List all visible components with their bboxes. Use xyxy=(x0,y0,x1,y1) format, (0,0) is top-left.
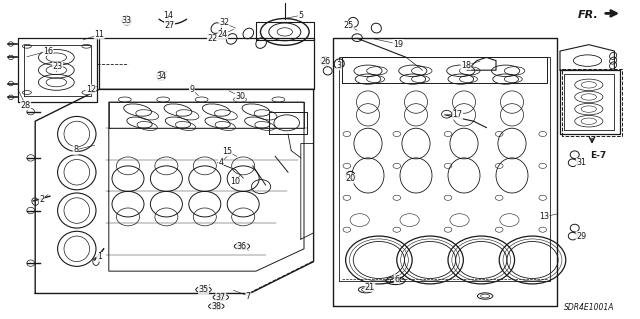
Text: 25: 25 xyxy=(344,21,354,30)
Text: 30: 30 xyxy=(235,92,245,101)
Text: 21: 21 xyxy=(365,283,375,292)
Text: 22: 22 xyxy=(207,34,218,43)
Text: 34: 34 xyxy=(156,72,166,81)
Text: 8: 8 xyxy=(73,145,78,154)
Text: 37: 37 xyxy=(216,293,226,302)
Text: 18: 18 xyxy=(461,61,471,70)
Text: 11: 11 xyxy=(94,30,104,39)
Text: 14: 14 xyxy=(163,11,173,20)
Text: FR.: FR. xyxy=(578,10,598,20)
Text: 32: 32 xyxy=(219,19,229,27)
Text: 12: 12 xyxy=(86,85,96,94)
Text: 13: 13 xyxy=(539,212,549,221)
Text: 28: 28 xyxy=(20,101,31,110)
Text: 10: 10 xyxy=(230,177,241,186)
Text: 20: 20 xyxy=(346,174,356,183)
Text: 31: 31 xyxy=(576,158,586,167)
Text: 24: 24 xyxy=(218,30,228,39)
Text: SDR4E1001A: SDR4E1001A xyxy=(564,303,614,312)
Text: 35: 35 xyxy=(198,285,209,294)
Text: 5: 5 xyxy=(298,11,303,20)
Text: 1: 1 xyxy=(97,252,102,261)
Text: 27: 27 xyxy=(164,21,175,30)
Text: 7: 7 xyxy=(246,292,251,300)
Text: 29: 29 xyxy=(576,232,586,241)
Text: 16: 16 xyxy=(43,47,53,56)
Text: 15: 15 xyxy=(222,147,232,156)
Text: 33: 33 xyxy=(122,16,132,25)
Text: 3: 3 xyxy=(337,61,342,70)
Text: 38: 38 xyxy=(211,302,221,311)
Text: E-7: E-7 xyxy=(590,151,607,160)
Text: 26: 26 xyxy=(320,57,330,66)
Text: 17: 17 xyxy=(452,110,463,119)
Text: 23: 23 xyxy=(52,62,63,71)
Text: 4: 4 xyxy=(218,158,223,167)
Text: 36: 36 xyxy=(237,242,247,251)
Text: 9: 9 xyxy=(189,85,195,94)
Text: 19: 19 xyxy=(393,40,403,48)
Text: 2: 2 xyxy=(39,195,44,204)
Text: 6: 6 xyxy=(394,275,399,284)
